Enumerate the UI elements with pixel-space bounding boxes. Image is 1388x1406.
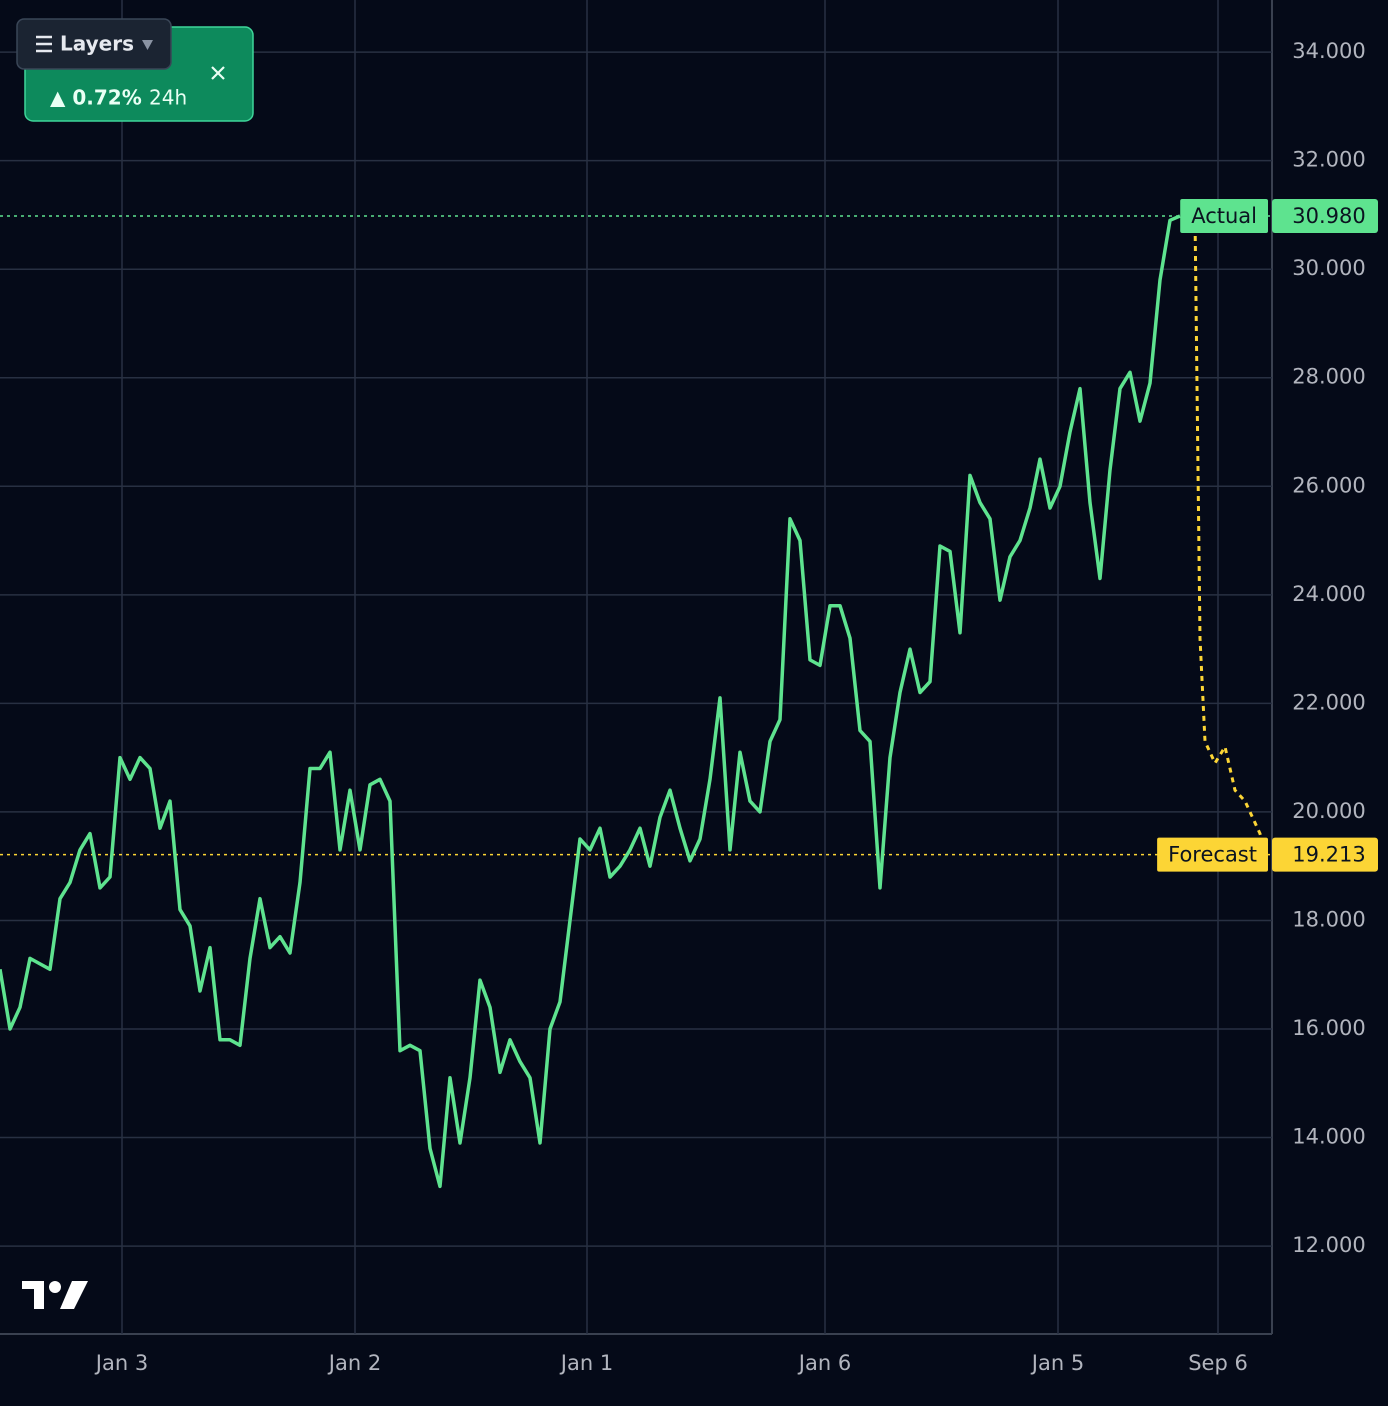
logo-part [22, 1281, 44, 1289]
y-tick-label: 30.000 [1292, 256, 1365, 280]
tv-logo [22, 1281, 88, 1309]
marker-value: 30.980 [1292, 204, 1365, 228]
marker-value: 19.213 [1292, 843, 1365, 867]
marker-label: Forecast [1168, 843, 1257, 867]
logo-part [60, 1281, 88, 1309]
y-tick-label: 16.000 [1292, 1016, 1365, 1040]
close-icon[interactable] [211, 66, 225, 80]
change: ▲ 0.72% [50, 86, 142, 110]
y-tick-label: 28.000 [1292, 365, 1365, 389]
y-tick-label: 22.000 [1292, 690, 1365, 714]
logo-part [34, 1281, 44, 1309]
menu-icon[interactable] [36, 35, 52, 53]
x-tick-label: Jan 6 [797, 1351, 851, 1375]
layers-label[interactable]: Layers [60, 32, 134, 56]
dropdown-caret[interactable] [142, 40, 153, 50]
y-tick-label: 26.000 [1292, 473, 1365, 497]
x-tick-label: Jan 3 [94, 1351, 148, 1375]
close-stroke[interactable] [211, 66, 225, 80]
marker-value-box [1272, 199, 1378, 234]
marker-value-box [1272, 837, 1378, 872]
series-line [0, 214, 1181, 1189]
y-tick-label: 20.000 [1292, 799, 1365, 823]
layers-button[interactable] [16, 18, 172, 70]
marker-label: Actual [1191, 204, 1257, 228]
y-tick-label: 12.000 [1292, 1233, 1365, 1257]
marker-label-box [1157, 837, 1268, 872]
x-tick-label: Jan 5 [1030, 1351, 1084, 1375]
marker-label-box [1180, 199, 1268, 234]
x-tick-label: Jan 2 [327, 1351, 381, 1375]
y-tick-label: 18.000 [1292, 907, 1365, 931]
x-tick-label: Sep 6 [1188, 1351, 1248, 1375]
series-line [1193, 215, 1267, 855]
period: 24h [149, 86, 187, 110]
x-tick-label: Jan 1 [559, 1351, 613, 1375]
y-tick-label: 14.000 [1292, 1125, 1365, 1149]
y-tick-label: 24.000 [1292, 582, 1365, 606]
y-tick-label: 32.000 [1292, 148, 1365, 172]
y-tick-label: 34.000 [1292, 39, 1365, 63]
logo-part [49, 1281, 61, 1293]
